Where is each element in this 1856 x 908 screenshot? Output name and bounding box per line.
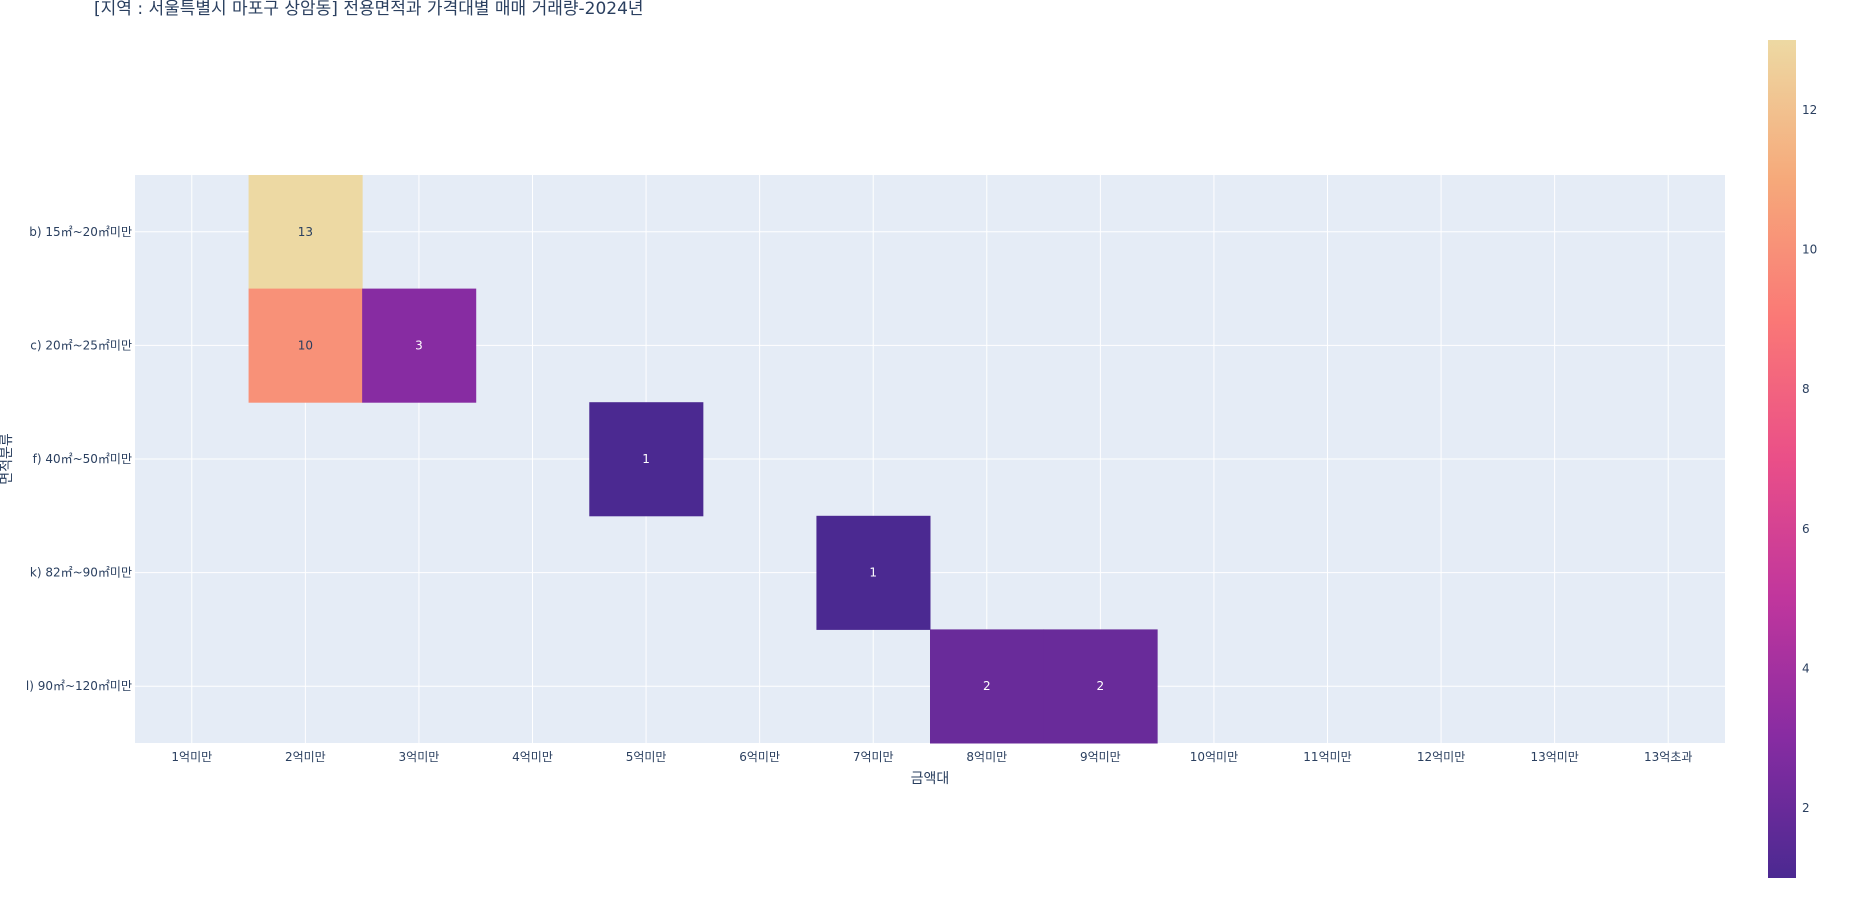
colorbar-tick-label: 2 (1802, 801, 1810, 815)
y-tick-label: f) 40㎡~50㎡미만 (33, 452, 132, 466)
x-axis-title: 금액대 (911, 771, 950, 787)
heatmap-cell (248, 175, 363, 290)
x-tick-label: 7억미만 (853, 750, 894, 764)
x-tick-label: 2억미만 (285, 750, 326, 764)
colorbar-tick-label: 8 (1802, 382, 1810, 396)
heatmap-cell (589, 402, 704, 517)
colorbar-tick-label: 6 (1802, 522, 1810, 536)
heatmap-cell (248, 288, 363, 403)
cell-value-label: 10 (298, 338, 313, 352)
x-tick-label: 10억미만 (1190, 750, 1238, 764)
y-tick-label: b) 15㎡~20㎡미만 (29, 225, 132, 239)
cell-value-label: 2 (983, 679, 991, 693)
heatmap-cell (1043, 629, 1158, 744)
cell-value-label: 1 (642, 452, 650, 466)
colorbar-tick-label: 10 (1802, 243, 1817, 257)
colorbar-tick-label: 4 (1802, 662, 1810, 676)
colorbar (1768, 40, 1796, 878)
y-axis-title: 면적분류 (0, 433, 15, 485)
heatmap-cell (816, 515, 931, 630)
x-tick-label: 11억미만 (1303, 750, 1351, 764)
cell-value-label: 1 (869, 566, 877, 580)
x-tick-label: 3억미만 (399, 750, 440, 764)
cell-value-label: 2 (1097, 679, 1105, 693)
x-tick-label: 13억초과 (1644, 750, 1692, 764)
colorbar-tick-label: 12 (1802, 103, 1817, 117)
y-tick-label: l) 90㎡~120㎡미만 (26, 679, 132, 693)
x-tick-label: 4억미만 (512, 750, 553, 764)
y-axis-ticks: b) 15㎡~20㎡미만 c) 20㎡~25㎡미만 f) 40㎡~50㎡미만 k) 8… (26, 225, 132, 693)
x-tick-label: 8억미만 (966, 750, 1007, 764)
cell-value-label: 13 (298, 225, 313, 239)
heatmap-cells: 13 10 3 1 1 2 2 (248, 175, 1158, 744)
x-tick-label: 12억미만 (1417, 750, 1465, 764)
y-tick-label: c) 20㎡~25㎡미만 (30, 338, 132, 352)
heatmap-cell (930, 629, 1045, 744)
chart-title: [지역 : 서울특별시 마포구 상암동] 전용면적과 가격대별 매매 거래량-2… (94, 0, 644, 19)
x-axis-ticks: 1억미만 2억미만 3억미만 4억미만 5억미만 6억미만 7억미만 8억미만 9억미만 10억미… (171, 750, 1692, 764)
heatmap-cell (362, 288, 477, 403)
x-tick-label: 1억미만 (171, 750, 212, 764)
x-tick-label: 9억미만 (1080, 750, 1121, 764)
cell-value-label: 3 (415, 338, 423, 352)
colorbar-ticks: 2 4 6 8 10 12 (1802, 103, 1817, 815)
y-tick-label: k) 82㎡~90㎡미만 (30, 566, 132, 580)
x-tick-label: 5억미만 (626, 750, 667, 764)
x-tick-label: 13억미만 (1530, 750, 1578, 764)
x-tick-label: 6억미만 (739, 750, 780, 764)
